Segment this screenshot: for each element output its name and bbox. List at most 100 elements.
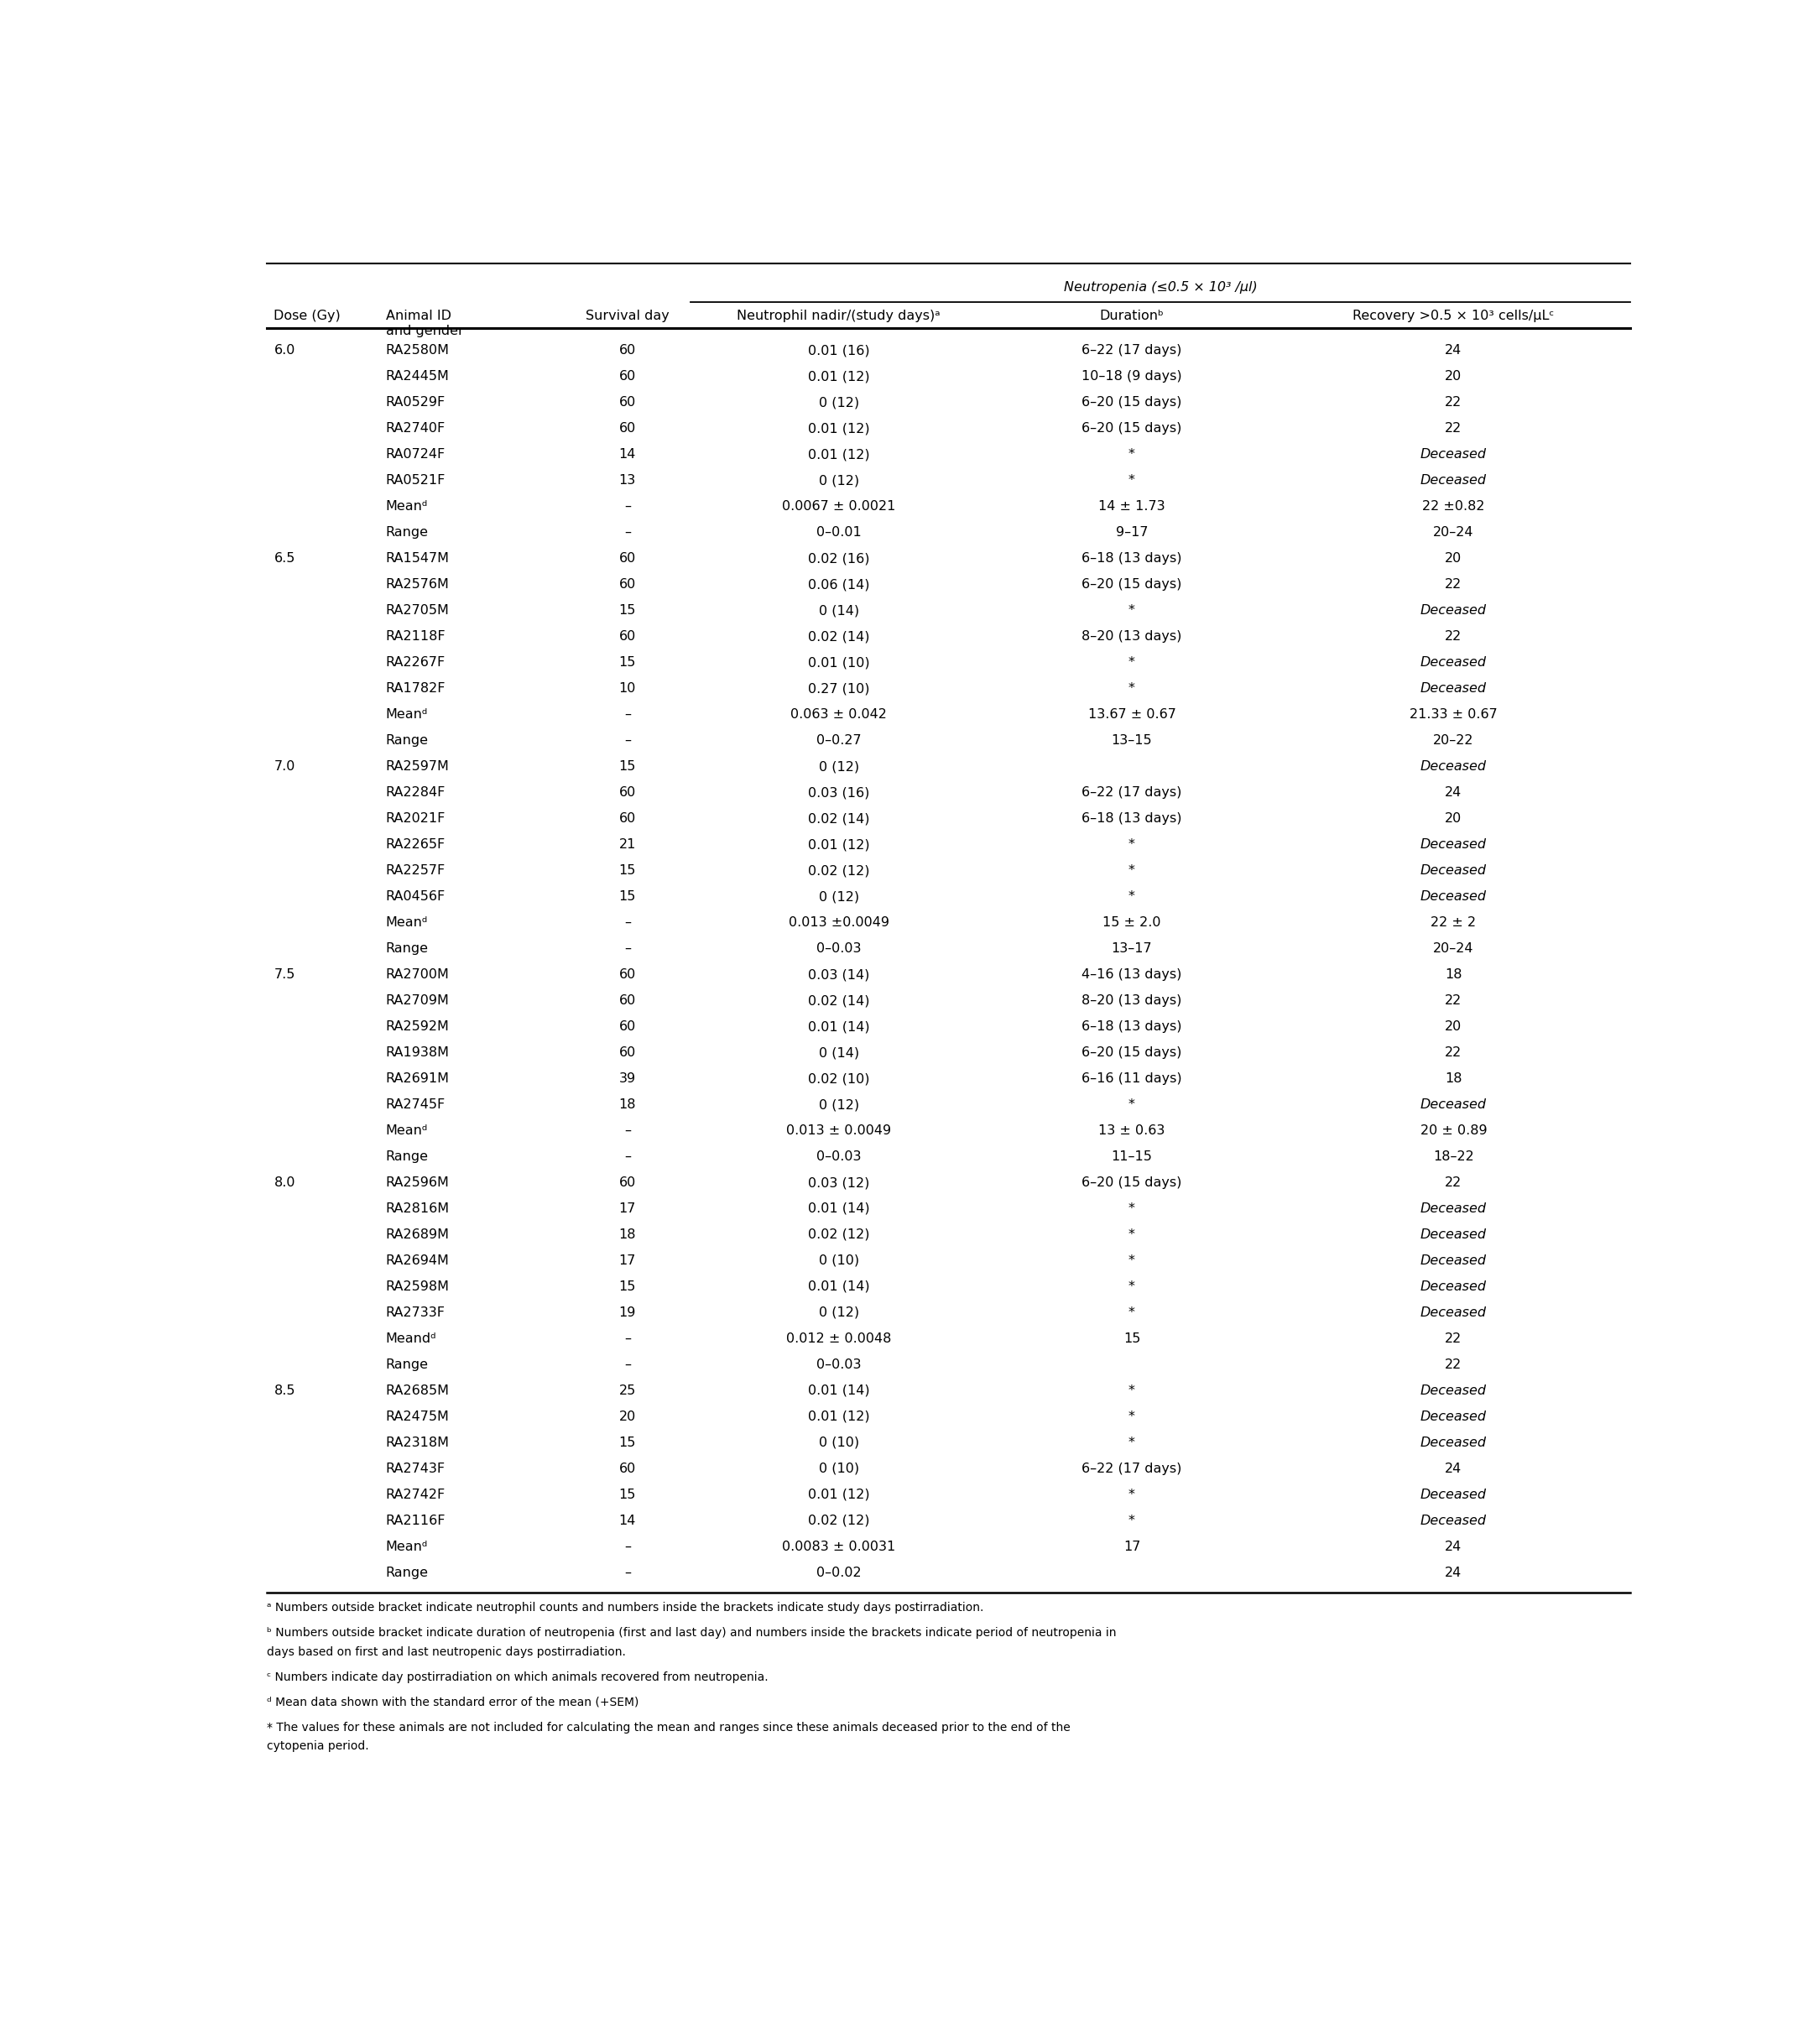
Text: *: *: [1128, 1228, 1135, 1241]
Text: Recovery >0.5 × 10³ cells/μLᶜ: Recovery >0.5 × 10³ cells/μLᶜ: [1353, 311, 1553, 323]
Text: *: *: [1128, 474, 1135, 486]
Text: 0.02 (12): 0.02 (12): [808, 865, 869, 877]
Text: RA2116F: RA2116F: [386, 1515, 446, 1527]
Text: 8.0: 8.0: [275, 1177, 295, 1190]
Text: ᶜ Numbers indicate day postirradiation on which animals recovered from neutropen: ᶜ Numbers indicate day postirradiation o…: [267, 1672, 768, 1682]
Text: 15: 15: [618, 760, 637, 773]
Text: 6–18 (13 days): 6–18 (13 days): [1082, 552, 1182, 564]
Text: RA2685M: RA2685M: [386, 1384, 449, 1396]
Text: RA1547M: RA1547M: [386, 552, 449, 564]
Text: 0 (10): 0 (10): [819, 1255, 859, 1267]
Text: *: *: [1128, 1410, 1135, 1423]
Text: 0.02 (12): 0.02 (12): [808, 1228, 869, 1241]
Text: Deceased: Deceased: [1421, 605, 1486, 617]
Text: 6–22 (17 days): 6–22 (17 days): [1082, 787, 1182, 799]
Text: RA2596M: RA2596M: [386, 1177, 449, 1190]
Text: 24: 24: [1444, 787, 1462, 799]
Text: 0.02 (14): 0.02 (14): [808, 993, 869, 1008]
Text: –: –: [624, 916, 631, 928]
Text: 20 ± 0.89: 20 ± 0.89: [1421, 1124, 1486, 1136]
Text: 6–22 (17 days): 6–22 (17 days): [1082, 1461, 1182, 1476]
Text: 0.01 (14): 0.01 (14): [808, 1280, 869, 1294]
Text: *: *: [1128, 838, 1135, 850]
Text: ᵇ Numbers outside bracket indicate duration of neutropenia (first and last day) : ᵇ Numbers outside bracket indicate durat…: [267, 1627, 1117, 1639]
Text: Deceased: Deceased: [1421, 1280, 1486, 1294]
Text: Deceased: Deceased: [1421, 865, 1486, 877]
Text: Deceased: Deceased: [1421, 1098, 1486, 1112]
Text: 20: 20: [1444, 370, 1462, 382]
Text: 0–0.03: 0–0.03: [817, 1359, 860, 1372]
Text: 15: 15: [618, 1488, 637, 1500]
Text: 18: 18: [618, 1098, 637, 1112]
Text: Deceased: Deceased: [1421, 1488, 1486, 1500]
Text: 6–20 (15 days): 6–20 (15 days): [1082, 1047, 1182, 1059]
Text: 18–22: 18–22: [1433, 1151, 1473, 1163]
Text: Range: Range: [386, 734, 429, 746]
Text: 22 ± 2: 22 ± 2: [1432, 916, 1477, 928]
Text: ᵃ Numbers outside bracket indicate neutrophil counts and numbers inside the brac: ᵃ Numbers outside bracket indicate neutr…: [267, 1602, 984, 1613]
Text: 0.01 (10): 0.01 (10): [808, 656, 869, 668]
Text: 19: 19: [618, 1306, 637, 1318]
Text: RA2705M: RA2705M: [386, 605, 449, 617]
Text: RA2709M: RA2709M: [386, 993, 449, 1008]
Text: RA0724F: RA0724F: [386, 448, 446, 460]
Text: 0 (12): 0 (12): [819, 891, 859, 903]
Text: *: *: [1128, 448, 1135, 460]
Text: RA1938M: RA1938M: [386, 1047, 449, 1059]
Text: Dose (Gy): Dose (Gy): [275, 311, 340, 323]
Text: RA2816M: RA2816M: [386, 1202, 449, 1214]
Text: RA2576M: RA2576M: [386, 578, 449, 591]
Text: RA2284F: RA2284F: [386, 787, 446, 799]
Text: 6–22 (17 days): 6–22 (17 days): [1082, 343, 1182, 358]
Text: RA2267F: RA2267F: [386, 656, 446, 668]
Text: 6–18 (13 days): 6–18 (13 days): [1082, 1020, 1182, 1032]
Text: Deceased: Deceased: [1421, 474, 1486, 486]
Text: 60: 60: [618, 343, 637, 358]
Text: *: *: [1128, 1306, 1135, 1318]
Text: 0 (10): 0 (10): [819, 1461, 859, 1476]
Text: 20–24: 20–24: [1433, 525, 1473, 540]
Text: 20–24: 20–24: [1433, 942, 1473, 955]
Text: 20: 20: [1444, 552, 1462, 564]
Text: *: *: [1128, 605, 1135, 617]
Text: 60: 60: [618, 630, 637, 642]
Text: 0–0.03: 0–0.03: [817, 942, 860, 955]
Text: Deceased: Deceased: [1421, 1306, 1486, 1318]
Text: 0.0083 ± 0.0031: 0.0083 ± 0.0031: [782, 1541, 895, 1553]
Text: Deceased: Deceased: [1421, 760, 1486, 773]
Text: 18: 18: [1444, 1073, 1462, 1085]
Text: 17: 17: [618, 1202, 637, 1214]
Text: Neutropenia (≤0.5 × 10³ /μl): Neutropenia (≤0.5 × 10³ /μl): [1064, 280, 1257, 294]
Text: *: *: [1128, 683, 1135, 695]
Text: 21.33 ± 0.67: 21.33 ± 0.67: [1410, 707, 1497, 722]
Text: 22: 22: [1444, 578, 1462, 591]
Text: Deceased: Deceased: [1421, 656, 1486, 668]
Text: 0.02 (12): 0.02 (12): [808, 1515, 869, 1527]
Text: 0.01 (12): 0.01 (12): [808, 370, 869, 382]
Text: days based on first and last neutropenic days postirradiation.: days based on first and last neutropenic…: [267, 1645, 626, 1658]
Text: 22: 22: [1444, 397, 1462, 409]
Text: 6.0: 6.0: [275, 343, 295, 358]
Text: 15 ± 2.0: 15 ± 2.0: [1102, 916, 1161, 928]
Text: 14: 14: [618, 1515, 637, 1527]
Text: 18: 18: [618, 1228, 637, 1241]
Text: 60: 60: [618, 811, 637, 826]
Text: 15: 15: [618, 865, 637, 877]
Text: 8.5: 8.5: [275, 1384, 295, 1396]
Text: –: –: [624, 707, 631, 722]
Text: 22 ±0.82: 22 ±0.82: [1422, 501, 1484, 513]
Text: RA2597M: RA2597M: [386, 760, 449, 773]
Text: 17: 17: [1124, 1541, 1141, 1553]
Text: RA2733F: RA2733F: [386, 1306, 446, 1318]
Text: 60: 60: [618, 397, 637, 409]
Text: 22: 22: [1444, 993, 1462, 1008]
Text: RA2694M: RA2694M: [386, 1255, 449, 1267]
Text: Deceased: Deceased: [1421, 1437, 1486, 1449]
Text: Deceased: Deceased: [1421, 1202, 1486, 1214]
Text: Meanᵈ: Meanᵈ: [386, 1541, 427, 1553]
Text: 60: 60: [618, 787, 637, 799]
Text: RA2265F: RA2265F: [386, 838, 446, 850]
Text: Deceased: Deceased: [1421, 1255, 1486, 1267]
Text: 6–20 (15 days): 6–20 (15 days): [1082, 397, 1182, 409]
Text: 6–16 (11 days): 6–16 (11 days): [1082, 1073, 1182, 1085]
